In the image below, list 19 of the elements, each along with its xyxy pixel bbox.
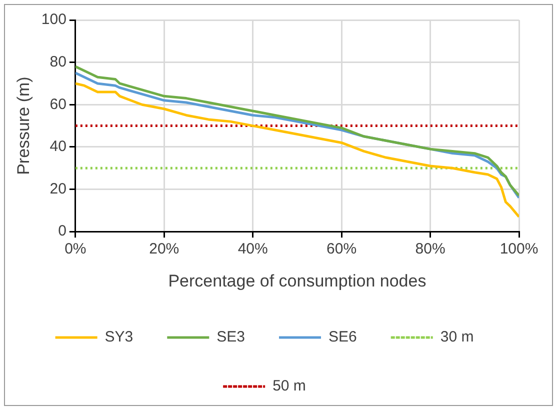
y-tick-label: 100 xyxy=(41,11,66,28)
y-tick-label: 20 xyxy=(50,180,66,198)
x-tick-label: 60% xyxy=(326,240,357,258)
y-tick-label: 60 xyxy=(50,96,66,113)
legend-label: 30 m xyxy=(440,328,474,346)
legend-label: SE3 xyxy=(216,328,246,346)
legend-label: 50 m xyxy=(272,378,306,395)
x-tick-label: 0% xyxy=(64,240,86,258)
x-tick-label: 80% xyxy=(415,240,446,258)
y-tick-label: 0 xyxy=(58,222,66,240)
legend-label: SY3 xyxy=(104,328,134,346)
y-tick-label: 80 xyxy=(50,53,66,70)
x-tick-label: 40% xyxy=(238,240,268,258)
y-tick-label: 40 xyxy=(50,138,66,156)
x-axis-title: Percentage of consumption nodes xyxy=(168,271,426,290)
x-tick-label: 100% xyxy=(500,240,538,258)
y-axis-title: Pressure (m) xyxy=(14,76,33,175)
legend-label: SE6 xyxy=(328,328,357,346)
x-tick-label: 20% xyxy=(149,240,180,258)
